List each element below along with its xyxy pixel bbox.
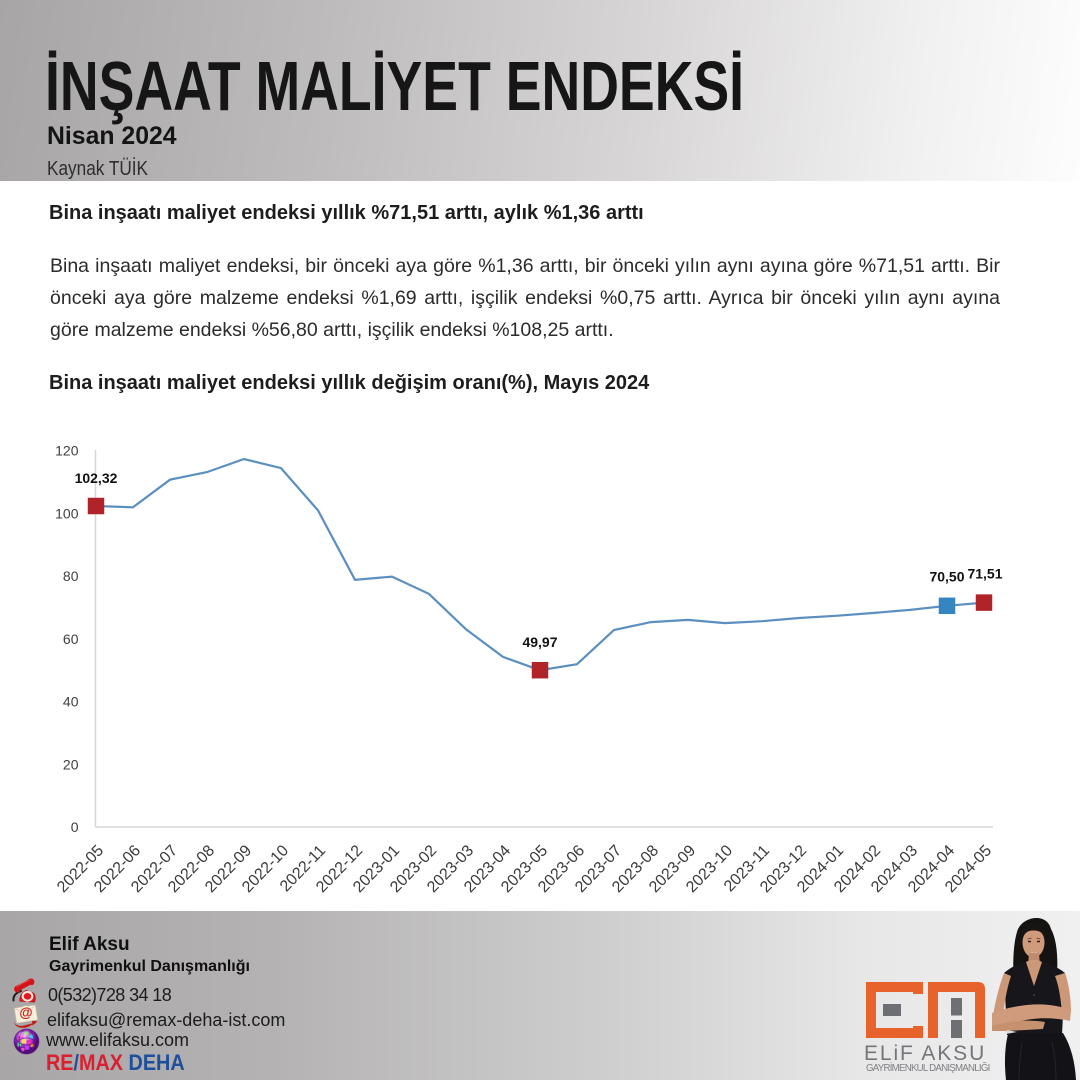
svg-text:60: 60 bbox=[63, 631, 79, 647]
svg-text:70,50: 70,50 bbox=[929, 569, 964, 585]
svg-text:100: 100 bbox=[55, 505, 79, 521]
svg-text:40: 40 bbox=[63, 694, 79, 710]
svg-text:71,51: 71,51 bbox=[967, 566, 1002, 582]
svg-text:0: 0 bbox=[71, 819, 79, 835]
svg-text:@: @ bbox=[19, 1005, 32, 1020]
svg-text:102,32: 102,32 bbox=[75, 470, 118, 486]
svg-text:49,97: 49,97 bbox=[522, 634, 557, 650]
svg-text:80: 80 bbox=[63, 568, 79, 584]
svg-text:120: 120 bbox=[55, 443, 79, 459]
svg-text:20: 20 bbox=[63, 756, 79, 772]
